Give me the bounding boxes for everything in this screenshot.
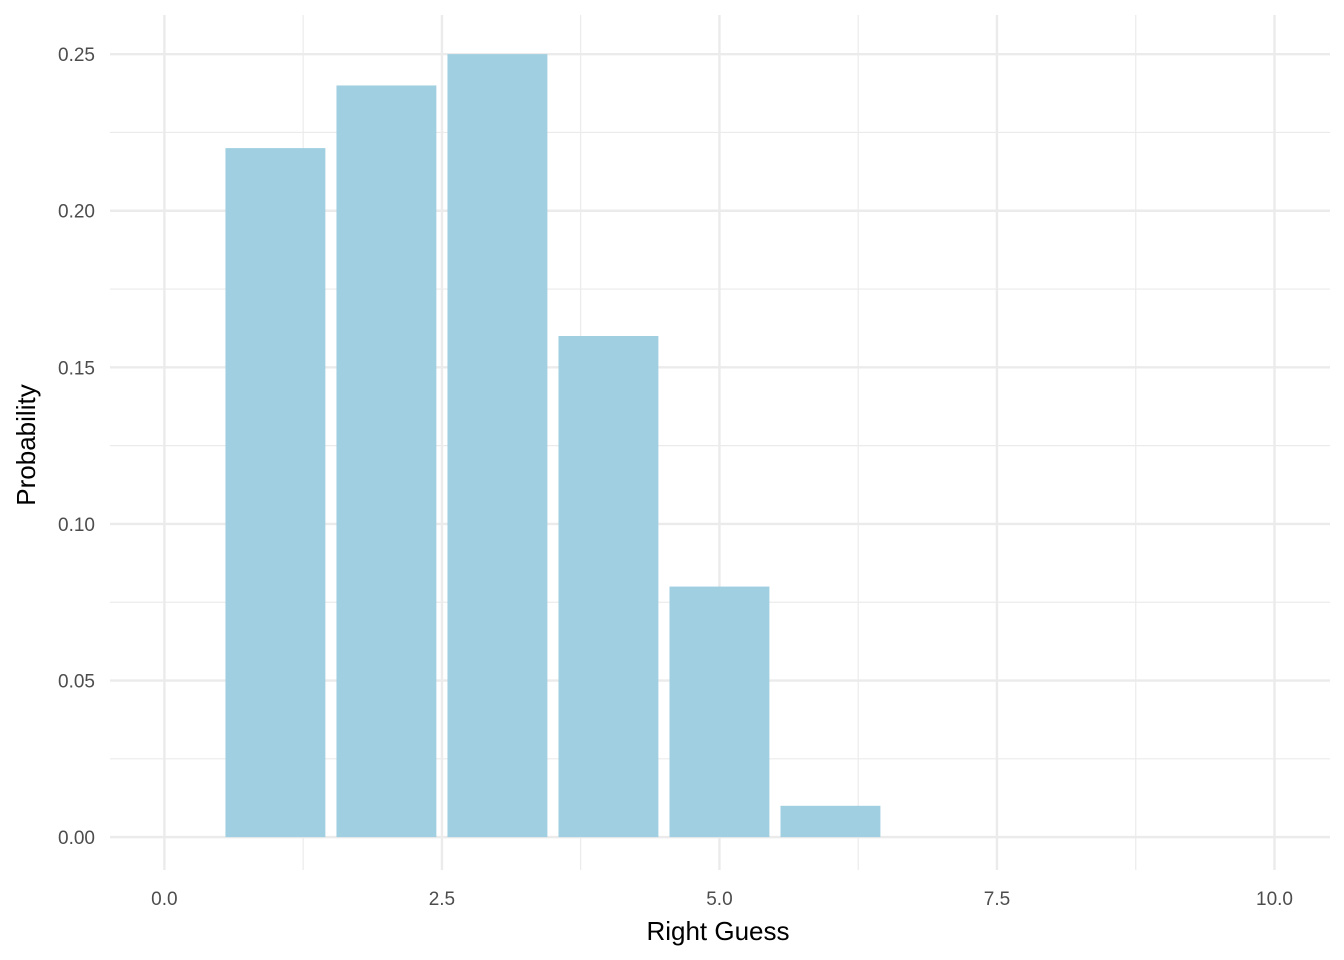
y-tick-label: 0.25 (58, 45, 95, 66)
y-axis-ticks: 0.00 0.05 0.10 0.15 0.20 0.25 (58, 45, 95, 849)
x-axis-ticks: 0.0 2.5 5.0 7.5 10.0 (151, 889, 1293, 910)
y-tick-label: 0.10 (58, 515, 95, 536)
y-tick-label: 0.00 (58, 828, 95, 849)
bar (447, 54, 548, 838)
bar (225, 148, 326, 838)
x-axis-title: Right Guess (646, 916, 789, 946)
y-tick-label: 0.15 (58, 358, 95, 379)
x-tick-label: 2.5 (429, 889, 455, 910)
bar (780, 805, 881, 838)
x-tick-label: 7.5 (984, 889, 1010, 910)
x-tick-label: 10.0 (1256, 889, 1293, 910)
bar (558, 336, 659, 838)
x-tick-label: 5.0 (706, 889, 732, 910)
y-axis-title: Probability (11, 384, 41, 505)
bar (669, 586, 770, 838)
y-tick-label: 0.05 (58, 672, 95, 693)
y-tick-label: 0.20 (58, 202, 95, 223)
x-tick-label: 0.0 (151, 889, 177, 910)
bars (225, 54, 881, 838)
bar (336, 85, 437, 838)
